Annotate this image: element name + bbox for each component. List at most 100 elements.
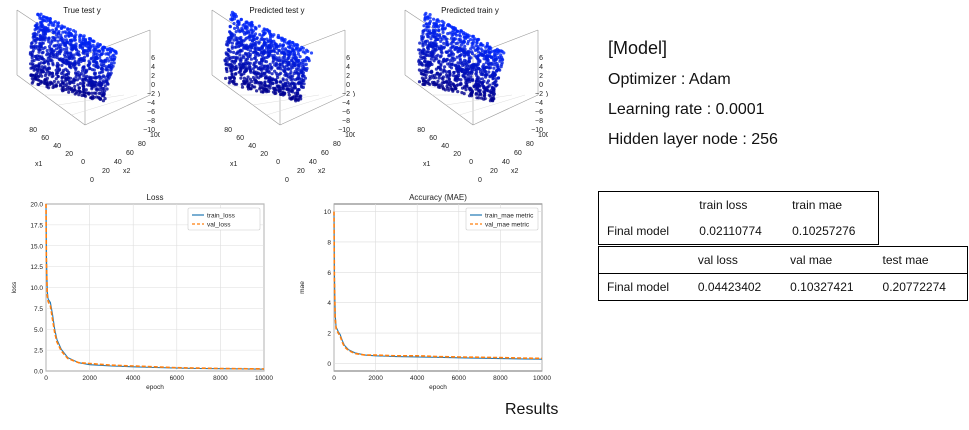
- data-point: [423, 82, 427, 87]
- data-point: [246, 83, 250, 87]
- x2-tick-label: 100: [538, 132, 548, 139]
- y-tick-label: 6: [327, 270, 331, 277]
- data-point: [80, 46, 85, 51]
- data-point: [423, 13, 427, 17]
- data-point: [99, 70, 103, 74]
- data-point: [248, 38, 252, 42]
- data-point: [260, 45, 264, 49]
- data-point: [93, 71, 97, 75]
- y-tick-label: 6: [151, 55, 155, 62]
- legend-box: [465, 207, 539, 231]
- data-point: [469, 47, 473, 51]
- data-point: [65, 73, 69, 77]
- data-point: [481, 43, 485, 47]
- data-point: [67, 90, 71, 94]
- data-point: [92, 63, 96, 67]
- data-point: [76, 70, 80, 74]
- data-point: [48, 19, 52, 23]
- data-point: [30, 59, 34, 63]
- data-point: [427, 22, 431, 26]
- data-point: [99, 52, 104, 56]
- data-point: [418, 41, 422, 45]
- data-point: [291, 49, 295, 53]
- y-axis-label: y: [353, 90, 355, 97]
- data-point: [66, 27, 70, 31]
- data-point: [281, 78, 285, 82]
- data-point: [230, 69, 234, 73]
- data-point: [491, 96, 495, 100]
- data-point: [422, 29, 426, 33]
- data-point: [267, 39, 271, 43]
- data-point: [238, 53, 242, 57]
- x2-tick-label: 20: [490, 168, 498, 175]
- data-point: [489, 46, 493, 51]
- data-point: [114, 50, 118, 54]
- data-point: [56, 31, 60, 35]
- table-row: Final model 0.02110774 0.10257276: [599, 218, 879, 245]
- data-point: [41, 19, 46, 23]
- data-point: [103, 80, 107, 84]
- data-point: [473, 64, 478, 68]
- data-point: [298, 47, 302, 52]
- data-point: [243, 26, 248, 30]
- data-point: [245, 62, 249, 66]
- x1-tick-label: 20: [65, 151, 73, 158]
- plot3d-title: Predicted train y: [441, 6, 499, 15]
- data-point: [63, 25, 67, 29]
- data-point: [83, 49, 87, 53]
- y-tick-label: −2: [342, 91, 350, 98]
- data-point: [84, 70, 88, 74]
- data-point: [239, 35, 243, 40]
- table-cell: train mae: [792, 198, 843, 212]
- data-point: [291, 74, 295, 78]
- data-point: [274, 61, 278, 65]
- data-point: [431, 28, 435, 32]
- data-point: [45, 16, 49, 20]
- data-point: [47, 40, 51, 44]
- data-point: [30, 66, 34, 70]
- data-point: [423, 79, 427, 83]
- data-point: [266, 64, 270, 68]
- data-point: [77, 93, 81, 97]
- data-point: [266, 28, 270, 33]
- data-point: [436, 83, 440, 87]
- data-point: [490, 55, 494, 59]
- data-point: [300, 85, 304, 89]
- data-point: [226, 53, 230, 58]
- data-point: [60, 71, 64, 76]
- x1-tick-label: 0: [81, 159, 85, 166]
- data-point: [239, 76, 243, 80]
- data-point: [249, 21, 253, 25]
- data-point: [263, 76, 268, 80]
- data-point: [260, 86, 264, 90]
- data-point: [430, 69, 434, 73]
- data-point: [271, 60, 275, 64]
- data-point: [427, 61, 431, 65]
- x-tick-label: 4000: [410, 375, 425, 382]
- data-point: [224, 66, 228, 70]
- data-point: [423, 59, 427, 63]
- data-point: [51, 35, 55, 40]
- table-cell: [599, 247, 690, 274]
- data-point: [482, 68, 486, 72]
- data-point: [94, 91, 98, 95]
- data-point: [31, 62, 35, 66]
- data-point: [235, 26, 240, 30]
- y-tick-label: 0: [327, 361, 331, 368]
- y-tick-label: 20.0: [30, 202, 43, 209]
- data-point: [432, 59, 436, 63]
- data-point: [456, 61, 460, 65]
- data-point: [297, 81, 301, 85]
- data-point: [296, 91, 300, 95]
- data-point: [431, 82, 435, 86]
- data-point: [239, 73, 243, 77]
- data-point: [34, 24, 38, 28]
- x1-tick-label: 40: [248, 143, 256, 150]
- x1-tick-label: 20: [260, 151, 268, 158]
- data-point: [286, 63, 290, 67]
- data-point: [224, 62, 228, 66]
- data-point: [66, 76, 70, 80]
- data-point: [426, 81, 430, 86]
- data-point: [254, 50, 258, 55]
- data-point: [36, 78, 40, 82]
